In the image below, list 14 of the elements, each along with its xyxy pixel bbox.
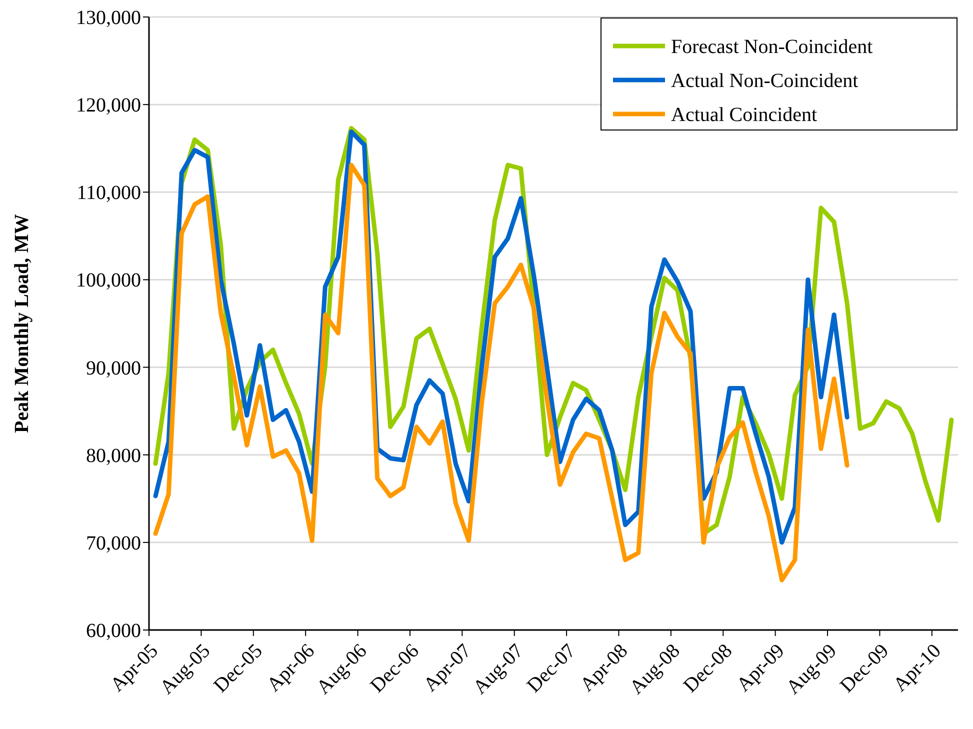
y-tick-label: 60,000 xyxy=(86,620,141,642)
y-tick-label: 80,000 xyxy=(86,444,141,467)
y-axis-title: Peak Monthly Load, MW xyxy=(11,214,33,433)
y-tick-label: 120,000 xyxy=(76,94,141,117)
y-tick-label: 70,000 xyxy=(86,532,141,554)
y-tick-label: 110,000 xyxy=(76,182,141,204)
y-tick-label: 130,000 xyxy=(76,7,141,29)
y-tick-label: 90,000 xyxy=(86,357,141,380)
line-series xyxy=(153,162,850,582)
legend-label: Actual Non-Coincident xyxy=(671,70,859,92)
legend-label: Actual Coincident xyxy=(671,104,818,126)
y-tick-label: 100,000 xyxy=(76,270,141,292)
legend-label: Forecast Non-Coincident xyxy=(671,36,874,58)
line-series xyxy=(153,129,850,545)
